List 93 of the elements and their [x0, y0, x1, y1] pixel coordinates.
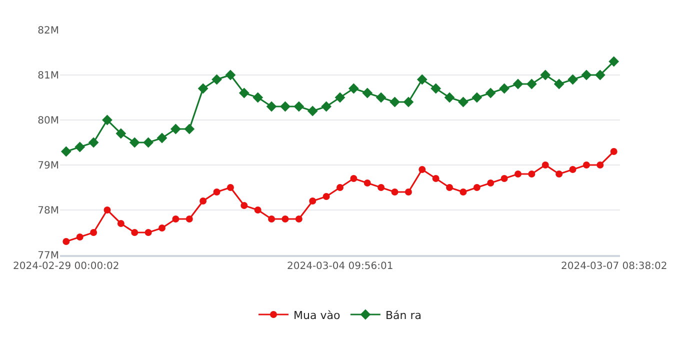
- point: [254, 206, 262, 214]
- point: [608, 56, 620, 67]
- point: [225, 70, 236, 80]
- point: [294, 101, 304, 112]
- point: [472, 92, 482, 103]
- point: [512, 78, 524, 90]
- point: [74, 142, 86, 152]
- point: [240, 202, 248, 209]
- point: [594, 70, 606, 80]
- point: [582, 162, 590, 168]
- point: [309, 198, 316, 204]
- point: [334, 92, 346, 103]
- point: [307, 106, 318, 116]
- point: [238, 88, 250, 98]
- point: [458, 96, 468, 108]
- point: [610, 148, 618, 155]
- y-tick-label: 80M: [38, 116, 59, 126]
- point: [88, 137, 99, 148]
- point: [446, 184, 454, 191]
- point: [252, 92, 264, 103]
- point: [158, 224, 166, 232]
- point: [432, 175, 440, 182]
- point: [62, 238, 70, 245]
- point: [131, 229, 138, 236]
- point: [117, 220, 124, 227]
- point: [460, 188, 467, 196]
- point: [200, 198, 207, 204]
- point: [266, 101, 277, 112]
- point: [336, 184, 344, 191]
- point: [378, 184, 385, 191]
- point: [129, 137, 140, 148]
- point: [213, 188, 220, 196]
- point: [282, 216, 289, 222]
- point: [104, 206, 111, 214]
- point: [102, 114, 112, 126]
- point: [528, 170, 536, 178]
- point: [569, 166, 576, 173]
- point: [144, 229, 152, 236]
- point: [444, 92, 455, 103]
- x-tick-label: 2024-03-07 08:38:02: [561, 261, 668, 272]
- point: [322, 193, 330, 200]
- point: [485, 88, 496, 98]
- point: [172, 216, 180, 222]
- point: [156, 132, 168, 144]
- point: [198, 83, 208, 94]
- point: [556, 170, 563, 178]
- point: [362, 88, 373, 98]
- y-tick-label: 79M: [38, 160, 59, 172]
- point: [403, 96, 414, 108]
- point: [90, 229, 98, 236]
- point: [280, 101, 290, 112]
- point: [268, 216, 276, 222]
- point: [418, 166, 426, 173]
- point: [526, 78, 537, 90]
- point: [226, 184, 234, 191]
- legend-label: Bán ra: [385, 308, 422, 322]
- point: [390, 96, 400, 108]
- point: [568, 74, 578, 85]
- point: [350, 175, 358, 182]
- point: [554, 78, 564, 90]
- point: [348, 83, 359, 94]
- point: [364, 180, 371, 186]
- point: [514, 170, 522, 178]
- y-tick-label: 82M: [38, 26, 59, 36]
- point: [212, 74, 222, 85]
- point: [416, 74, 428, 85]
- point: [473, 184, 480, 191]
- point: [540, 70, 551, 80]
- point: [581, 70, 592, 80]
- point: [295, 216, 302, 222]
- x-tick-label: 2024-03-04 09:56:01: [287, 261, 394, 272]
- point: [60, 146, 72, 157]
- point: [487, 180, 494, 186]
- x-tick-label: 2024-02-29 00:00:02: [13, 261, 120, 272]
- legend-label: Mua vào: [294, 308, 340, 322]
- y-tick-label: 77M: [38, 250, 59, 262]
- point: [404, 188, 412, 196]
- point: [430, 83, 442, 94]
- point: [391, 188, 398, 196]
- point: [186, 216, 193, 222]
- point: [542, 162, 549, 168]
- y-tick-label: 78M: [38, 206, 59, 216]
- point: [116, 128, 126, 139]
- point: [376, 92, 386, 103]
- y-tick-label: 81M: [38, 70, 59, 82]
- point: [143, 137, 154, 148]
- point: [596, 162, 604, 168]
- point: [500, 175, 508, 182]
- point: [184, 124, 195, 134]
- point: [499, 83, 510, 94]
- point: [76, 234, 84, 240]
- point: [170, 124, 181, 134]
- point: [321, 101, 332, 112]
